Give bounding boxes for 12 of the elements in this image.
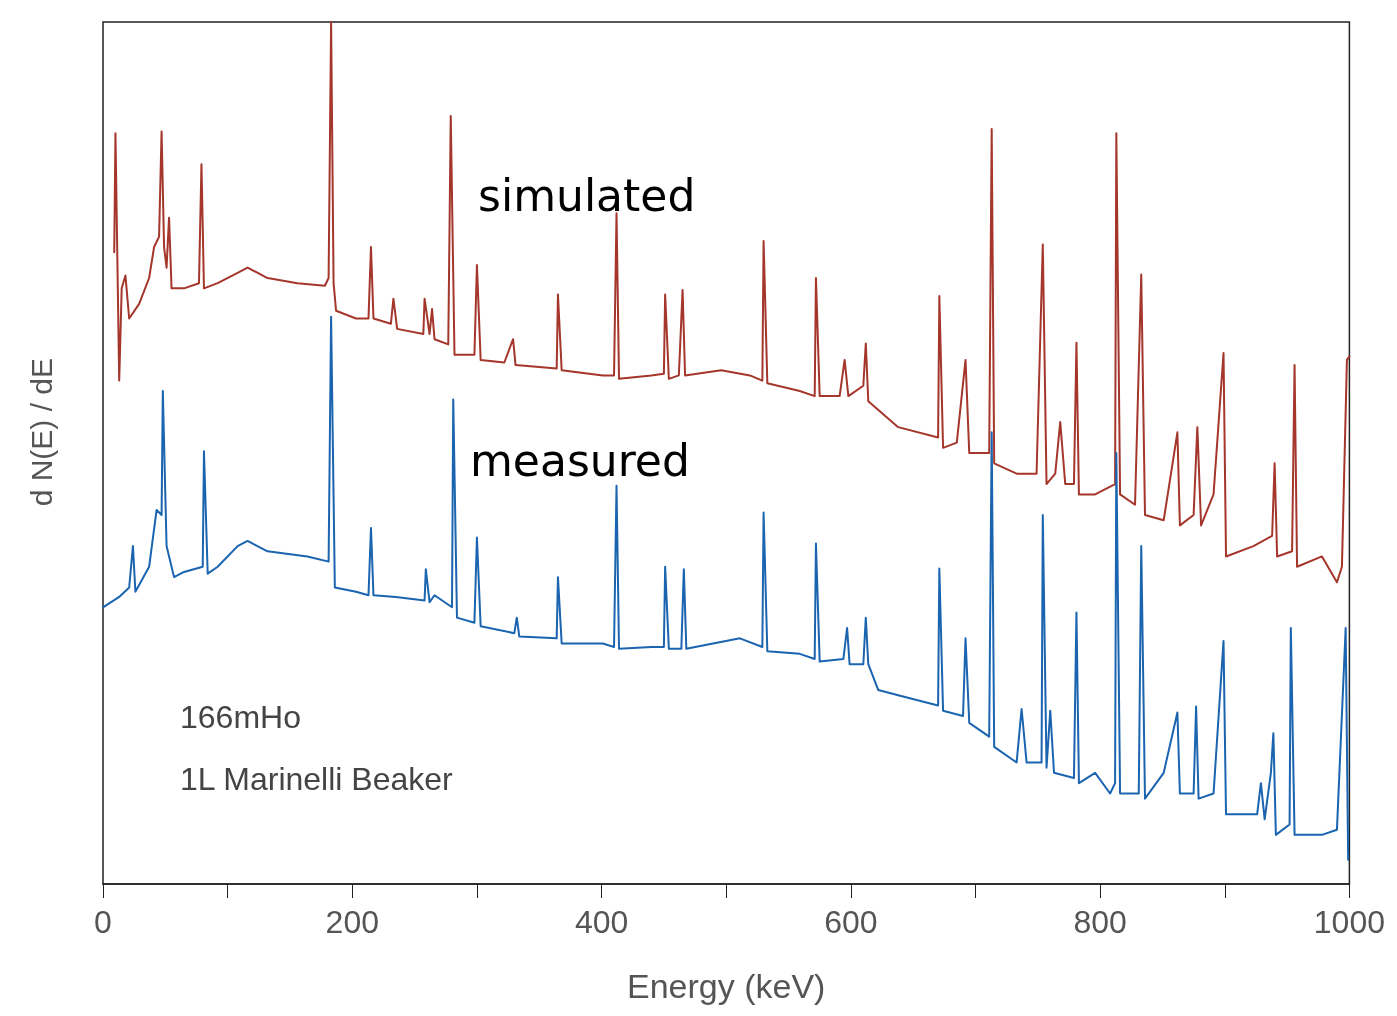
x-tick-label: 0 [94,904,112,940]
x-tick-label: 800 [1073,904,1127,940]
annotation: 1L Marinelli Beaker [180,761,454,797]
series-label: measured [470,434,690,486]
y-axis-title: d N(E) / dE [24,358,58,507]
x-tick-label: 400 [574,904,629,940]
x-tick-label: 1000 [1313,904,1385,940]
x-tick-label: 600 [824,904,878,940]
series-label: simulated [478,169,696,221]
x-axis-title: Energy (keV) [627,967,826,1005]
annotation: 166mHo [180,699,301,735]
x-tick-label: 200 [325,904,379,940]
